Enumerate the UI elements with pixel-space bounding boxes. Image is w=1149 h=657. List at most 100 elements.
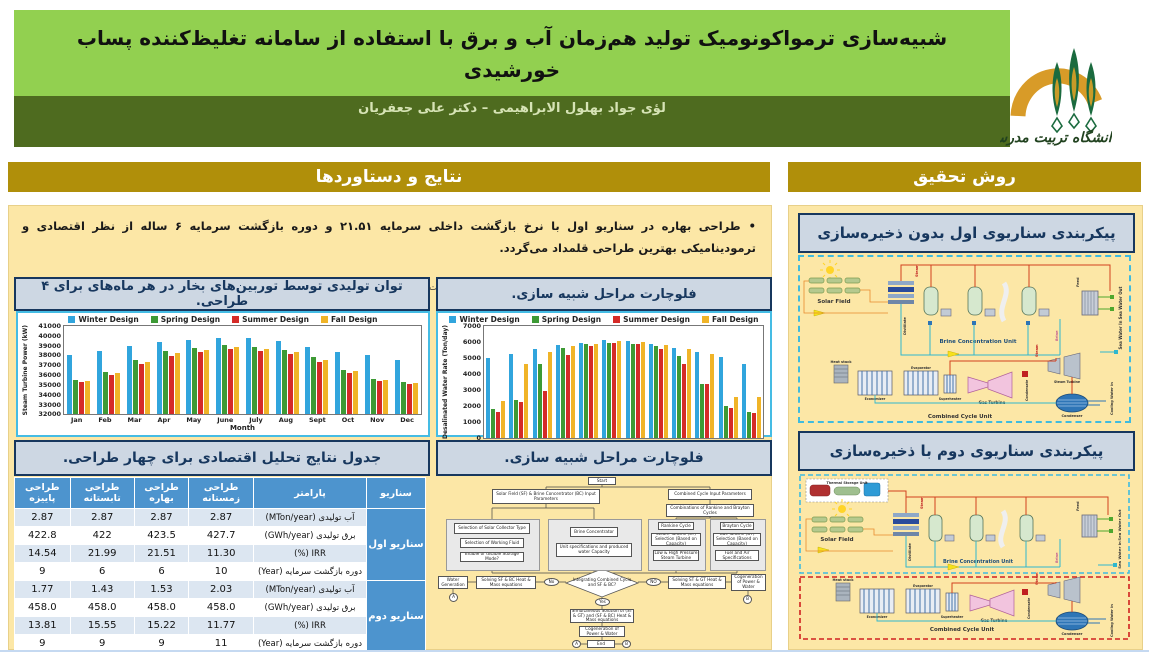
flow-connector-a: A: [449, 593, 458, 602]
steam-label2: Steam: [1035, 572, 1039, 585]
bar-group-Jan: [486, 326, 506, 438]
value-cell: 15.22: [133, 616, 190, 635]
flow-unit-specs: Unit specifications and produced water C…: [556, 543, 632, 557]
bar-May-spring: [584, 343, 589, 438]
bar-Aug-fall: [293, 351, 299, 415]
bar-Jan-fall: [85, 380, 91, 415]
steam-turbine-icon: [1047, 576, 1081, 604]
y-tick-label: 38000: [38, 351, 61, 360]
bar-Jan-spring: [491, 409, 496, 438]
bar-July-summer: [635, 344, 640, 438]
bar-Oct-winter: [695, 352, 700, 438]
parameter-cell: برق تولیدی (GWh/year): [253, 526, 367, 545]
flowchart-panel-title: فلوچارت مراحل شبیه سازی.: [436, 440, 772, 476]
gas-turbine-label: Gas Turbine: [981, 618, 1008, 623]
poster-title-line2: خورشیدی: [463, 58, 561, 82]
hot-lines: [900, 264, 1111, 291]
sea-water-in-label: Sea Water In: [1118, 320, 1123, 349]
chart2-legend: Winter Design Spring Design Summer Design F…: [438, 313, 770, 324]
flow-yes: Yes: [595, 598, 610, 606]
bar-Feb-fall: [524, 363, 529, 438]
hrsg-blocks-icon: [857, 370, 957, 396]
y-tick-label: 4000: [462, 370, 481, 378]
bar-group-Oct: [335, 326, 359, 415]
scenario2-diagram: Thermal Storage Unit Solar Field Steam: [798, 473, 1131, 643]
value-cell: 1.53: [133, 580, 190, 599]
bar-June-fall: [234, 347, 240, 415]
y-tick-label: 39000: [38, 341, 61, 350]
flow-st-selection: Steam Turbine (ST) Selection (Based on C…: [651, 533, 701, 546]
bar-May-fall: [594, 343, 599, 438]
authors-text: لؤی جواد بهلول الابراهیمی – دکتر علی جعف…: [358, 101, 666, 116]
value-cell: 2.87: [14, 508, 71, 527]
legend-label: Summer Design: [623, 315, 690, 324]
parameter-cell: IRR (%): [253, 616, 367, 635]
heat-stack-label: Heat stack: [830, 360, 852, 364]
bar-July-summer: [257, 350, 263, 415]
chart2-y-axis-label: Desalinated Water Rate (Ton/day): [442, 325, 449, 439]
x-tick-label: Sept: [308, 415, 326, 424]
scenario-cell: سناریو دوم: [366, 580, 426, 653]
bar-group-Jan: [67, 326, 91, 415]
y-tick-label: 34000: [38, 390, 61, 399]
brine-label: Brine: [1055, 552, 1059, 563]
fuel-port-icon: [1022, 589, 1028, 595]
value-cell: 6: [133, 562, 190, 581]
table-row: سناریو دوم آب تولیدی (MTon/year) 2.03 1.53 1…: [14, 580, 426, 653]
cooling-lines: [1088, 618, 1106, 624]
legend-label: Winter Design: [459, 315, 520, 324]
bar-June-winter: [216, 337, 222, 415]
table-row: برق تولیدی (GWh/year) 427.7 423.5 422 422.8: [14, 526, 426, 545]
bar-Nov-fall: [733, 397, 738, 438]
bar-Sept-summer: [317, 362, 323, 415]
bar-Aug-winter: [648, 343, 653, 438]
legend-item: Spring Design: [150, 315, 220, 324]
y-tick-label: 1000: [462, 418, 481, 426]
bar-group-Aug: [275, 326, 299, 415]
table-header-cell: طراحی پاییزه: [14, 477, 71, 509]
bar-Dec-spring: [746, 411, 751, 438]
value-cell: 6: [69, 562, 135, 581]
sea-water-out-label: Sea Water Out: [1118, 287, 1123, 320]
distillate-label: Distillate: [903, 317, 907, 335]
authors-bar: لؤی جواد بهلول الابراهیمی – دکتر علی جعف…: [14, 96, 1010, 147]
legend-label: Summer Design: [242, 315, 309, 324]
chart1-plot-area: [63, 325, 422, 416]
legend-item: Spring Design: [531, 315, 601, 324]
x-tick-label: July: [249, 415, 263, 424]
legend-swatch-icon: [150, 316, 158, 323]
flowchart-connectors: [452, 485, 749, 645]
bar-group-Nov: [718, 326, 738, 438]
value-cell: 14.54: [14, 544, 71, 563]
bar-Feb-winter: [97, 350, 103, 415]
thermal-storage-label: Thermal Storage Unit: [826, 481, 867, 485]
legend-item: Summer Design: [232, 315, 309, 324]
bar-Jan-winter: [67, 355, 73, 415]
chart2-y-axis-ticks: 7000 6000 5000 4000 3000 2000 1000 0: [451, 322, 481, 442]
evaporator-vessels-icon: [928, 514, 1046, 542]
bullet-marker-icon: •: [748, 219, 756, 233]
flow-connector-b: B: [743, 595, 752, 604]
combined-cycle-label: Combined Cycle Unit: [930, 627, 995, 633]
bar-Nov-winter: [718, 357, 723, 438]
y-tick-label: 3000: [462, 386, 481, 394]
bar-group-Mar: [126, 326, 150, 415]
value-cell: 11.30: [188, 544, 254, 563]
x-tick-label: Aug: [278, 415, 293, 424]
bar-Dec-fall: [412, 383, 418, 415]
flow-solve-sfbc: Solving SF & BC Heat & Mass equations: [476, 576, 536, 589]
steam-label: Steam: [915, 264, 919, 277]
table-row: سناریو اول آب تولیدی (MTon/year) 2.87 2.87 2…: [14, 508, 426, 581]
bar-Jan-winter: [486, 358, 491, 438]
flow-start: Start: [588, 477, 616, 485]
table-row: IRR (%) 11.30 21.51 21.99 14.54: [14, 544, 426, 563]
legend-swatch-icon: [320, 316, 328, 323]
bar-Apr-spring: [162, 350, 168, 415]
value-cell: 13.81: [14, 616, 71, 635]
bar-Mar-spring: [537, 363, 542, 438]
brine-label: Brine: [1055, 330, 1059, 341]
bar-Apr-summer: [168, 355, 174, 415]
bar-June-winter: [602, 340, 607, 438]
flow-no-left: No: [544, 578, 559, 586]
value-cell: 15.55: [69, 616, 135, 635]
